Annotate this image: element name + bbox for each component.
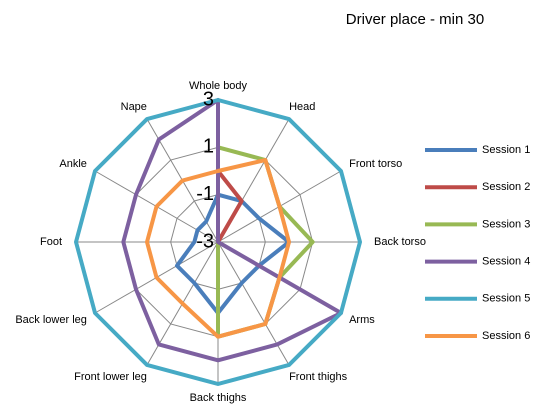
category-label: Head bbox=[289, 101, 315, 113]
legend-label: Session 3 bbox=[482, 218, 530, 230]
legend-label: Session 4 bbox=[482, 256, 530, 268]
category-label: Back torso bbox=[374, 236, 426, 248]
category-label: Front thighs bbox=[289, 371, 348, 383]
category-label: Back lower leg bbox=[15, 314, 87, 326]
category-label: Arms bbox=[349, 314, 375, 326]
tick-label: 3 bbox=[203, 88, 214, 110]
category-label: Front lower leg bbox=[74, 371, 147, 383]
tick-label: -1 bbox=[196, 183, 214, 205]
category-label: Foot bbox=[40, 236, 62, 248]
chart-title: Driver place - min 30 bbox=[346, 11, 484, 28]
legend-label: Session 6 bbox=[482, 330, 530, 342]
category-label: Back thighs bbox=[190, 392, 247, 404]
series-line bbox=[145, 158, 291, 339]
series-line bbox=[121, 98, 343, 363]
category-label: Nape bbox=[121, 101, 147, 113]
tick-label: -3 bbox=[196, 230, 214, 252]
tick-label: 1 bbox=[203, 136, 214, 158]
series-line bbox=[216, 169, 244, 244]
category-label: Whole body bbox=[189, 80, 248, 92]
legend-label: Session 1 bbox=[482, 144, 530, 156]
category-label: Ankle bbox=[59, 158, 87, 170]
series-line bbox=[74, 98, 362, 386]
category-label: Front torso bbox=[349, 158, 402, 170]
legend-label: Session 2 bbox=[482, 181, 530, 193]
legend-label: Session 5 bbox=[482, 293, 530, 305]
